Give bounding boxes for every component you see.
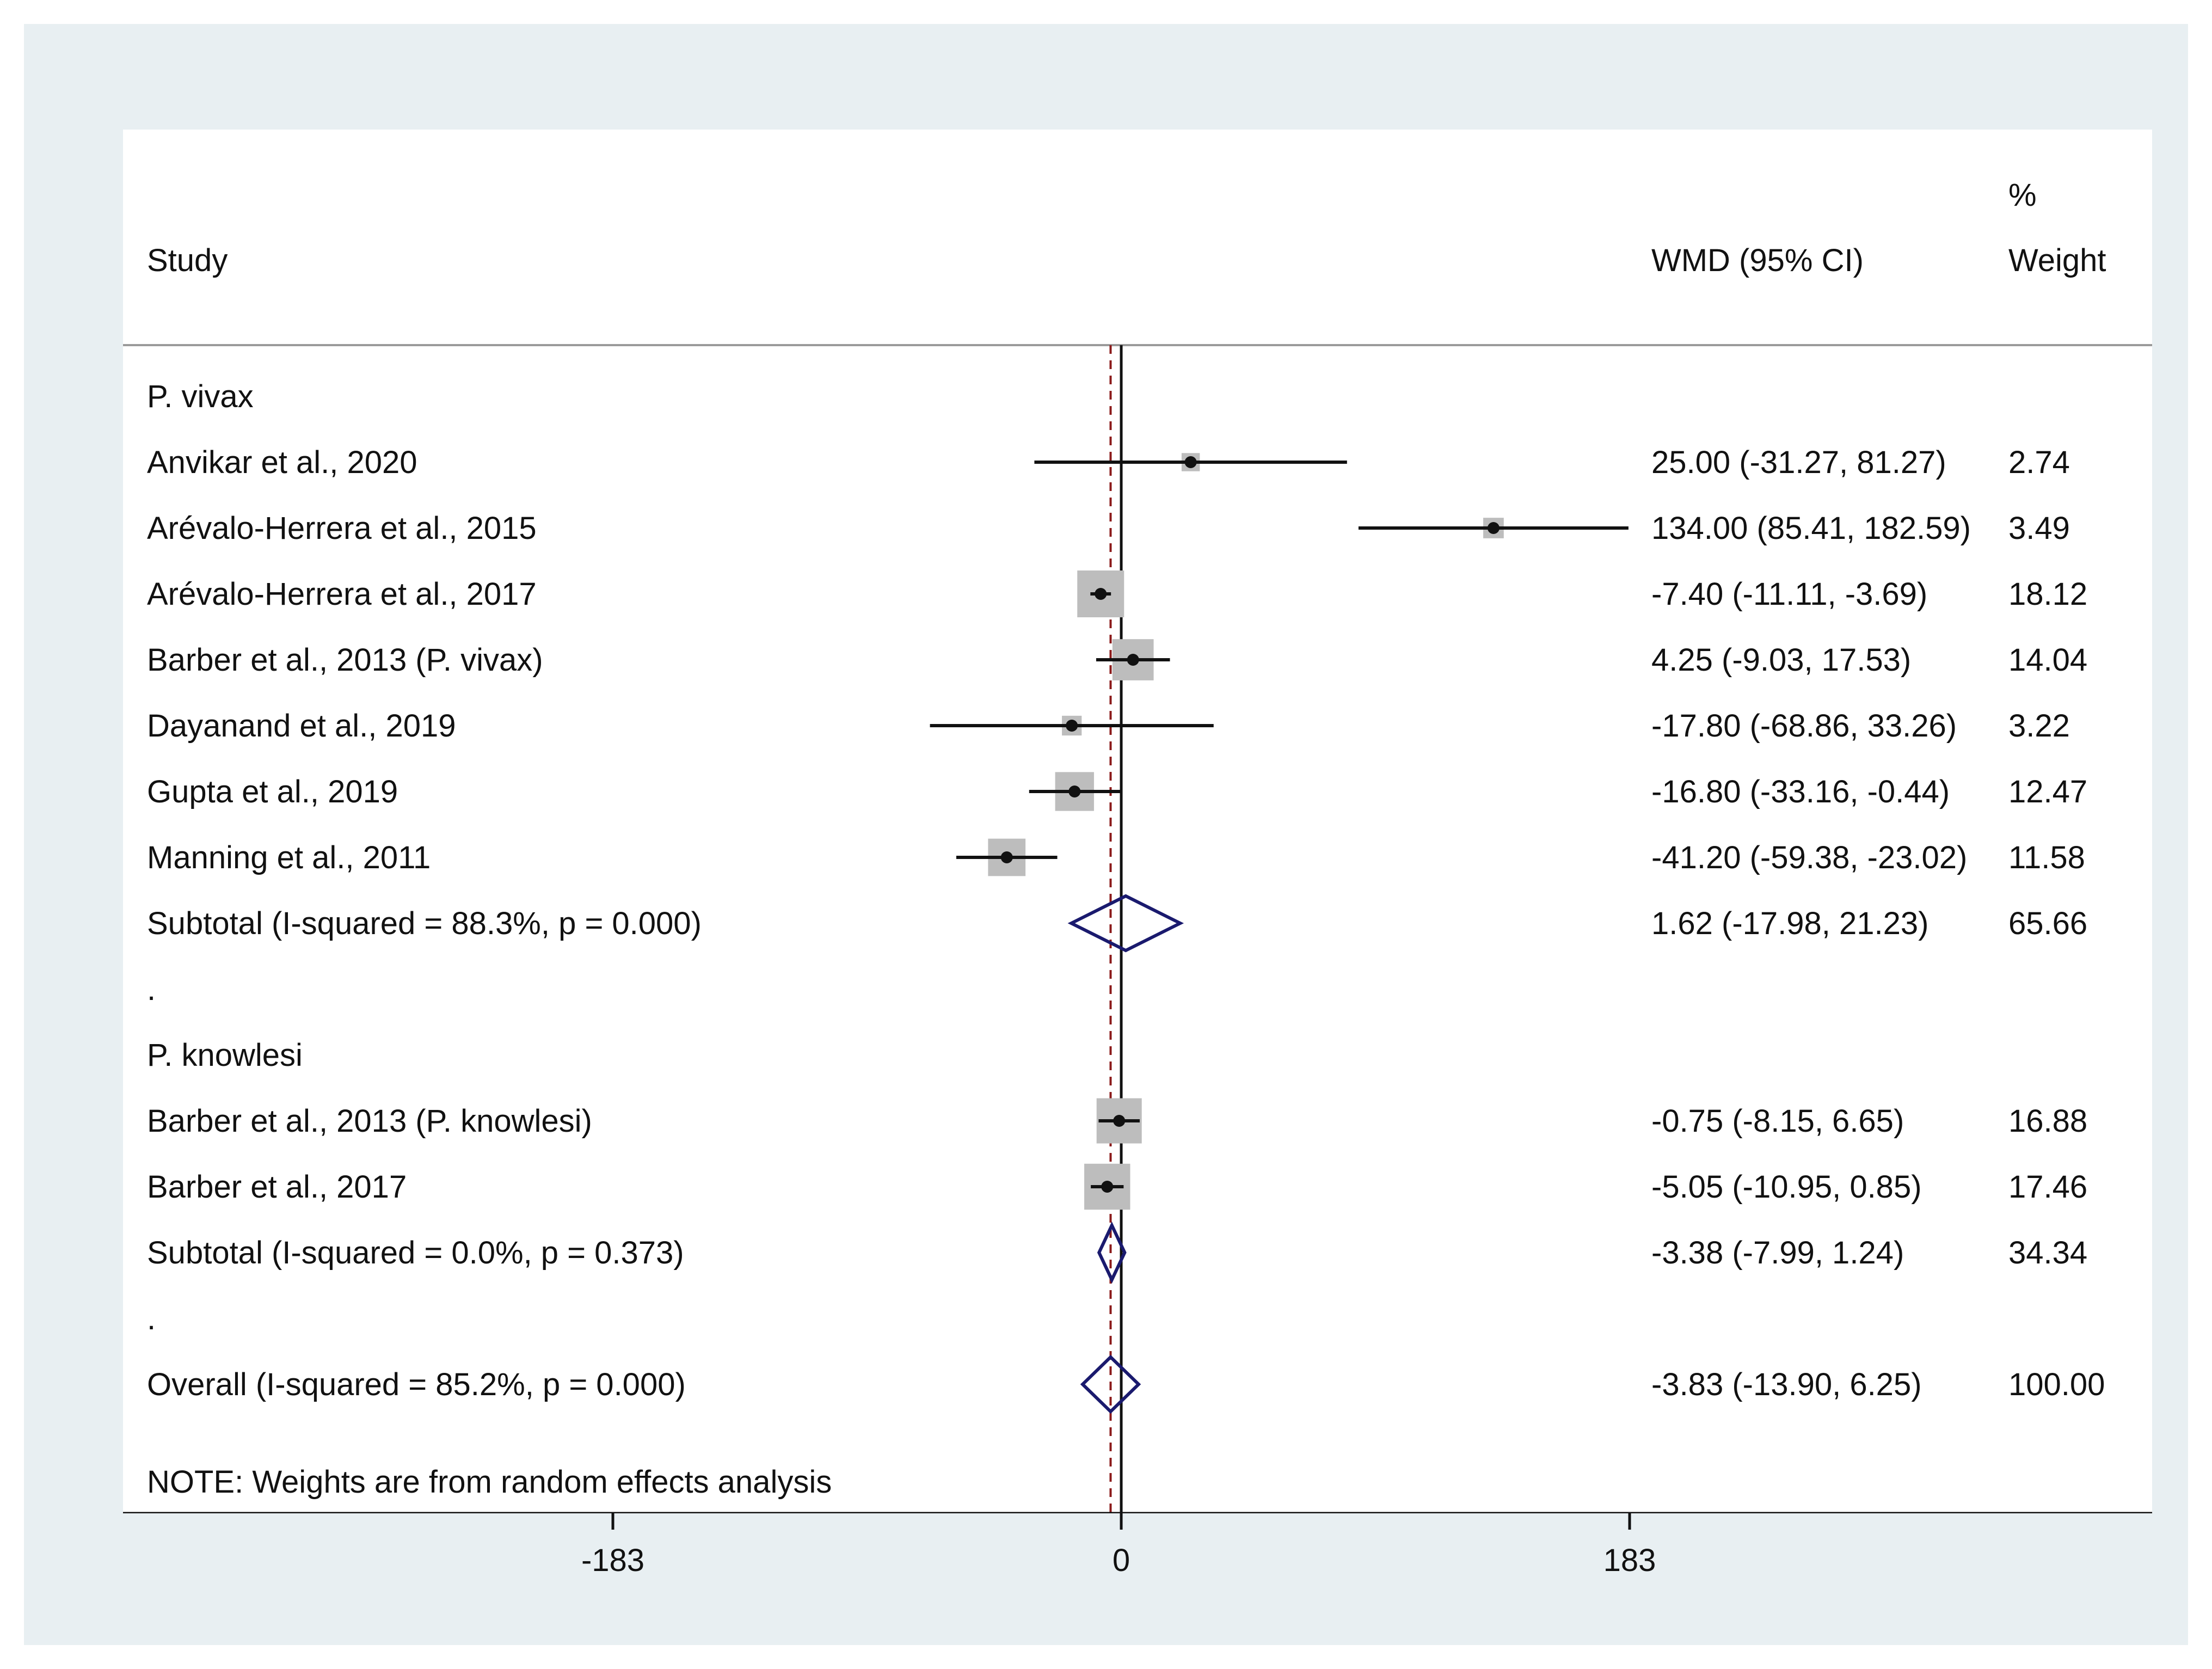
forest-plot: Study WMD (95% CI) % Weight P. vivax Anvi… <box>123 177 2152 1513</box>
row-label-study: Barber et al., 2017 <box>147 1169 407 1205</box>
row-label-subtotal: Subtotal (I-squared = 88.3%, p = 0.000) <box>147 906 702 941</box>
row-label-spacer: . <box>147 1301 156 1336</box>
row-effect-ci: 134.00 (85.41, 182.59) <box>1651 511 1971 546</box>
header-weight-percent: % <box>2008 177 2037 213</box>
study-point-estimate <box>1184 456 1197 468</box>
row-label-study: Barber et al., 2013 (P. knowlesi) <box>147 1103 592 1139</box>
row-weight: 17.46 <box>2008 1169 2087 1205</box>
row-effect-ci: -0.75 (-8.15, 6.65) <box>1651 1103 1904 1139</box>
study-point-estimate <box>1101 1181 1114 1193</box>
study-point-estimate <box>1127 654 1139 666</box>
row-label-study: Barber et al., 2013 (P. vivax) <box>147 642 543 678</box>
subtotal-pooled-diamond <box>1097 1221 1127 1284</box>
row-label-study: Gupta et al., 2019 <box>147 774 398 809</box>
note-text: NOTE: Weights are from random effects an… <box>147 1464 832 1500</box>
header-weight: Weight <box>2008 243 2106 278</box>
row-weight: 34.34 <box>2008 1235 2087 1271</box>
row-weight: 16.88 <box>2008 1103 2087 1139</box>
row-label-study: Dayanand et al., 2019 <box>147 708 456 744</box>
row-weight: 3.22 <box>2008 708 2070 744</box>
row-effect-ci: -17.80 (-68.86, 33.26) <box>1651 708 1957 744</box>
x-tick-label: -183 <box>581 1543 644 1578</box>
row-effect-ci: 25.00 (-31.27, 81.27) <box>1651 445 1946 480</box>
row-label-study: Anvikar et al., 2020 <box>147 445 417 480</box>
figure-frame: Study WMD (95% CI) % Weight P. vivax Anvi… <box>24 24 2188 1645</box>
row-effect-ci: -41.20 (-59.38, -23.02) <box>1651 840 1967 875</box>
row-label-group: P. knowlesi <box>147 1038 303 1073</box>
study-point-estimate <box>1068 786 1081 797</box>
subtotal-pooled-diamond <box>1067 894 1184 953</box>
row-effect-ci: -3.38 (-7.99, 1.24) <box>1651 1235 1904 1271</box>
row-weight: 14.04 <box>2008 642 2087 678</box>
row-label-overall: Overall (I-squared = 85.2%, p = 0.000) <box>147 1367 686 1402</box>
row-effect-ci: -3.83 (-13.90, 6.25) <box>1651 1367 1922 1402</box>
row-effect-ci: -5.05 (-10.95, 0.85) <box>1651 1169 1922 1205</box>
x-axis: -183 0 183 <box>581 1513 1656 1578</box>
row-label-study: Manning et al., 2011 <box>147 840 431 875</box>
study-point-estimate <box>1000 851 1013 863</box>
row-effect-ci: -16.80 (-33.16, -0.44) <box>1651 774 1950 809</box>
study-point-estimate <box>1487 522 1500 534</box>
overall-pooled-diamond <box>1080 1354 1141 1414</box>
x-tick-label: 183 <box>1603 1543 1656 1578</box>
row-label-subtotal: Subtotal (I-squared = 0.0%, p = 0.373) <box>147 1235 684 1271</box>
header-study: Study <box>147 243 228 278</box>
row-weight: 100.00 <box>2008 1367 2105 1402</box>
study-point-estimate <box>1095 588 1107 600</box>
row-weight: 2.74 <box>2008 445 2070 480</box>
row-label-study: Arévalo-Herrera et al., 2017 <box>147 576 537 612</box>
row-weight: 3.49 <box>2008 511 2070 546</box>
row-effect-ci: 4.25 (-9.03, 17.53) <box>1651 642 1911 678</box>
header-effect: WMD (95% CI) <box>1651 243 1864 278</box>
row-weight: 11.58 <box>2008 840 2085 875</box>
forest-plot-panel: Study WMD (95% CI) % Weight P. vivax Anvi… <box>123 130 2152 1513</box>
row-label-spacer: . <box>147 972 156 1007</box>
x-tick-label: 0 <box>1113 1543 1130 1578</box>
row-weight: 65.66 <box>2008 906 2087 941</box>
row-label-group: P. vivax <box>147 379 254 414</box>
study-point-estimate <box>1066 720 1078 732</box>
study-point-estimate <box>1113 1115 1126 1127</box>
row-effect-ci: 1.62 (-17.98, 21.23) <box>1651 906 1928 941</box>
row-effect-ci: -7.40 (-11.11, -3.69) <box>1651 576 1927 612</box>
row-label-study: Arévalo-Herrera et al., 2015 <box>147 511 537 546</box>
row-weight: 18.12 <box>2008 576 2087 612</box>
row-weight: 12.47 <box>2008 774 2087 809</box>
